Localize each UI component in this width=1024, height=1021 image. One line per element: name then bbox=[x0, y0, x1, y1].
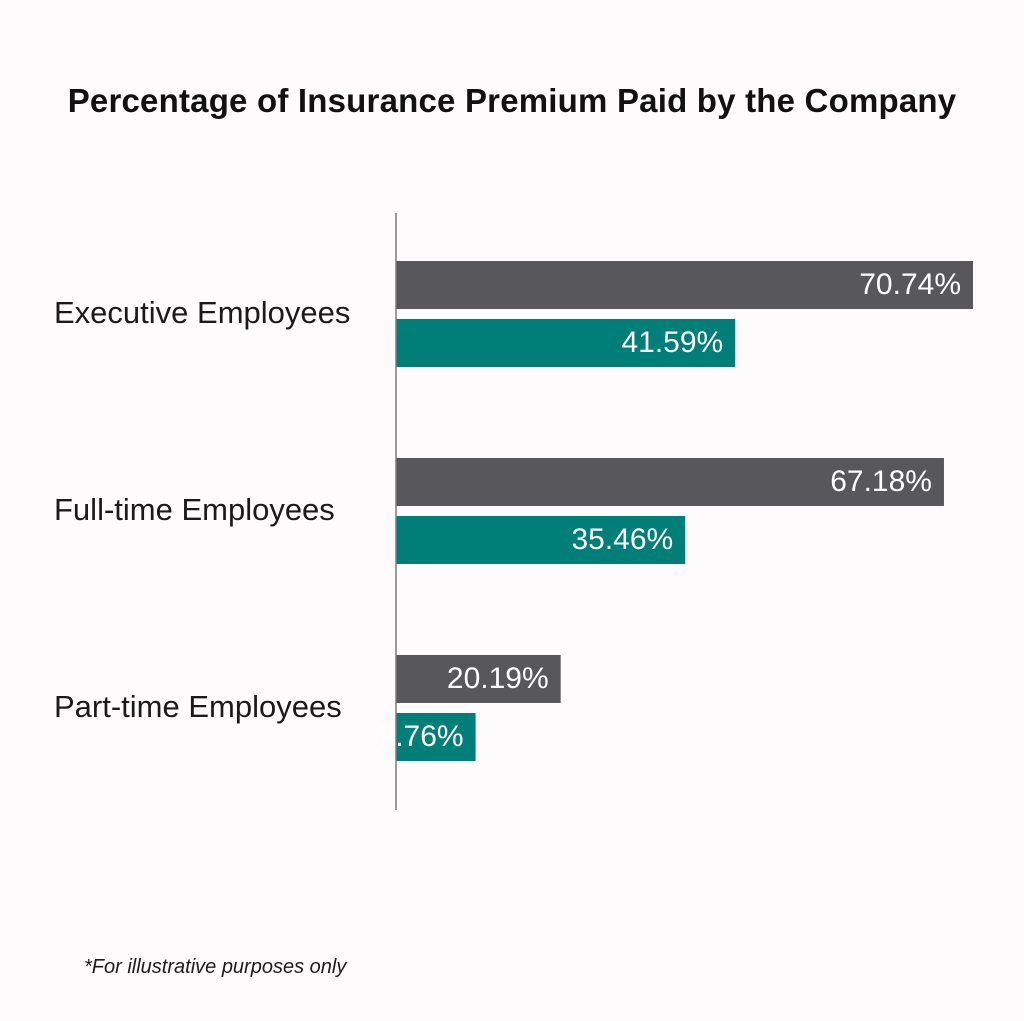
bar-part-time-employees-series-2 bbox=[396, 713, 476, 761]
data-label-full-time-employees-series-2: 35.46% bbox=[571, 523, 673, 556]
bar-part-time-employees-series-1 bbox=[396, 655, 561, 703]
category-label-full-time-employees: Full-time Employees bbox=[54, 492, 335, 527]
bar-executive-employees-series-2 bbox=[396, 319, 736, 367]
data-label-full-time-employees-series-1: 67.18% bbox=[830, 465, 932, 498]
bar-full-time-employees-series-2 bbox=[396, 516, 686, 564]
chart-title: Percentage of Insurance Premium Paid by … bbox=[67, 82, 957, 119]
category-label-part-time-employees: Part-time Employees bbox=[54, 689, 342, 724]
bar-full-time-employees-series-1 bbox=[396, 458, 944, 506]
data-label-part-time-employees-series-2: 9.76% bbox=[379, 720, 464, 753]
category-label-executive-employees: Executive Employees bbox=[54, 295, 350, 330]
data-label-part-time-employees-series-1: 20.19% bbox=[447, 662, 549, 695]
footnote: *For illustrative purposes only bbox=[84, 956, 347, 978]
data-label-executive-employees-series-1: 70.74% bbox=[859, 268, 961, 301]
bar-executive-employees-series-1 bbox=[396, 261, 973, 309]
data-label-executive-employees-series-2: 41.59% bbox=[621, 326, 723, 359]
